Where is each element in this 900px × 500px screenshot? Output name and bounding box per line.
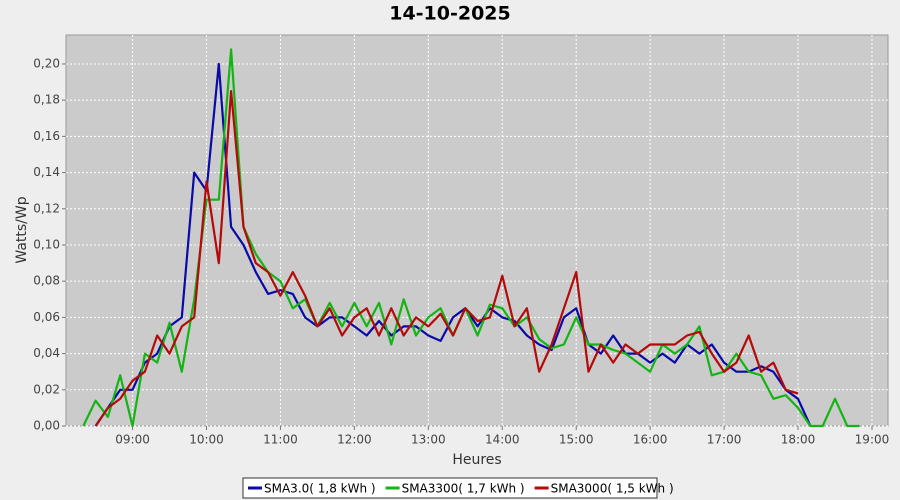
y-tick-label: 0,20 (33, 56, 60, 70)
x-tick-label: 10:00 (189, 433, 224, 447)
y-tick-label: 0,10 (33, 237, 60, 251)
x-tick-label: 11:00 (263, 433, 298, 447)
x-tick-label: 16:00 (633, 433, 668, 447)
legend-label: SMA3300( 1,7 kWh ) (402, 482, 525, 496)
x-axis-label: Heures (452, 452, 501, 468)
y-tick-label: 0,08 (33, 274, 60, 288)
series-line (82, 48, 860, 428)
x-tick-label: 18:00 (781, 433, 816, 447)
series-line (94, 90, 799, 427)
series-line (94, 62, 812, 427)
x-tick-label: 19:00 (855, 433, 890, 447)
y-tick-label: 0,16 (33, 129, 60, 143)
y-tick-label: 0,12 (33, 201, 60, 215)
legend-label: SMA3000( 1,5 kWh ) (551, 482, 674, 496)
y-tick-label: 0,14 (33, 165, 60, 179)
x-tick-label: 12:00 (337, 433, 372, 447)
y-tick-label: 0,00 (33, 419, 60, 433)
y-axis-label: Watts/Wp (14, 196, 30, 263)
y-tick-label: 0,18 (33, 93, 60, 107)
y-tick-label: 0,02 (33, 382, 60, 396)
y-tick-label: 0,04 (33, 346, 60, 360)
x-tick-label: 14:00 (485, 433, 520, 447)
chart-title: 14-10-2025 (389, 3, 511, 25)
x-tick-label: 15:00 (559, 433, 594, 447)
x-tick-label: 17:00 (707, 433, 742, 447)
y-tick-label: 0,06 (33, 310, 60, 324)
legend-label: SMA3.0( 1,8 kWh ) (264, 482, 376, 496)
legend (242, 477, 658, 499)
x-tick-label: 09:00 (115, 433, 150, 447)
x-tick-label: 13:00 (411, 433, 446, 447)
